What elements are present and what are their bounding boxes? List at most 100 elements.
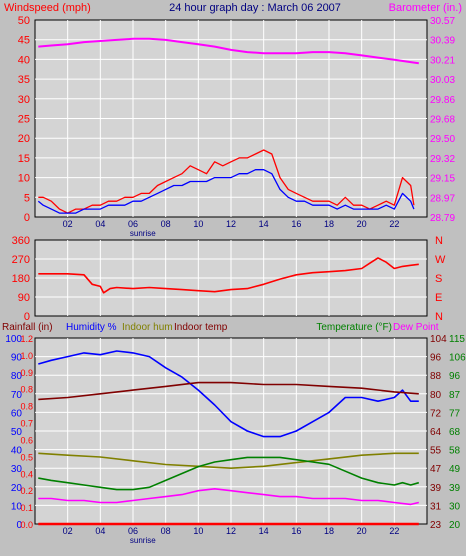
x-tick-label-1: 18 [324,219,334,229]
rainfall-tick-label: 1.0 [20,351,33,361]
temperature-tick-label: 96 [430,353,442,364]
x-tick-label-3: 14 [259,526,269,536]
humidity-tick-label: 80 [11,371,23,382]
x-tick-label-1: 14 [259,219,269,229]
rainfall-tick-label: 0.5 [20,452,33,462]
dew-point-tick-label: 68 [449,427,461,438]
wind-tick-label: 5 [24,192,30,204]
direction-tick-label: 180 [12,273,30,285]
graph-title: 24 hour graph day : March 06 2007 [169,2,341,14]
humidity-tick-label: 70 [11,390,23,401]
direction-tick-label: 360 [12,235,30,247]
barometer-line [38,37,419,65]
temperature-tick-label: 72 [430,408,442,419]
compass-letter-label: W [435,254,446,266]
barometer-tick-label: 29.68 [430,115,455,126]
dew-point-tick-label: 106 [449,353,466,364]
dew-point-line [38,487,419,506]
temperature-line [38,456,420,491]
humidity-tick-label: 100 [5,334,22,345]
rainfall-tick-label: 0.8 [20,402,33,412]
humidity-tick-label: 60 [11,408,23,419]
rainfall-tick-label: 0.7 [20,419,33,429]
sunrise-marker-label: sunrise [130,536,156,545]
x-tick-label-3: 22 [389,526,399,536]
direction-tick-label: 0 [24,311,30,323]
wind-tick-label: 20 [18,133,30,145]
barometer-tick-label: 30.21 [430,55,455,66]
indoor-humidity-line [38,452,419,470]
x-tick-label-1: 16 [291,219,301,229]
rainfall-tick-label: 0.0 [20,520,33,530]
wind-axis-title: Windspeed (mph) [4,2,91,14]
temperature-tick-label: 31 [430,501,442,512]
wind-speed-line [37,169,415,214]
indoor-temp-line [38,381,419,401]
rainfall-tick-label: 0.1 [20,503,33,513]
temperature-tick-label: 39 [430,483,442,494]
dew-point-tick-label: 39 [449,483,461,494]
wind-direction-line [38,257,419,294]
temperature-tick-label: 88 [430,371,442,382]
compass-letter-label: N [435,235,443,247]
wind-tick-label: 30 [18,94,30,106]
barometer-tick-label: 29.86 [430,95,455,106]
direction-tick-label: 270 [12,254,30,266]
x-tick-label-1: 10 [193,219,203,229]
dew-point-tick-label: 77 [449,408,461,419]
humidity-tick-label: 30 [11,464,23,475]
rainfall-tick-label: 0.4 [20,469,33,479]
x-tick-label-3: 18 [324,526,334,536]
rainfall-tick-label: 1.2 [20,334,33,344]
barometer-tick-label: 30.03 [430,75,455,86]
humidity-tick-label: 50 [11,427,23,438]
barometer-tick-label: 28.79 [430,213,455,224]
wind-tick-label: 25 [18,114,30,126]
temperature-axis-title: Temperature (°F) [316,322,392,333]
x-tick-label-1: 02 [63,219,73,229]
wind-tick-label: 0 [24,212,30,224]
x-tick-label-3: 10 [193,526,203,536]
compass-letter-label: N [435,311,443,323]
x-tick-label-1: 20 [357,219,367,229]
barometer-tick-label: 30.39 [430,36,455,47]
x-tick-label-3: 06 [128,526,138,536]
barometer-axis-title: Barometer (in.) [389,2,462,14]
humidity-tick-label: 90 [11,353,23,364]
compass-letter-label: S [435,273,442,285]
wind-tick-label: 40 [18,54,30,66]
temperature-tick-label: 104 [430,334,447,345]
wind-tick-label: 10 [18,173,30,185]
barometer-tick-label: 29.15 [430,174,455,185]
humidity-tick-label: 40 [11,446,23,457]
x-tick-label-3: 12 [226,526,236,536]
wind-tick-label: 50 [18,15,30,27]
temperature-tick-label: 47 [430,464,442,475]
x-tick-label-1: 04 [95,219,105,229]
x-tick-label-1: 06 [128,219,138,229]
humidity-tick-label: 20 [11,483,23,494]
humidity-tick-label: 0 [16,520,22,531]
x-tick-label-1: 12 [226,219,236,229]
humidity-line [38,350,419,438]
x-tick-label-3: 08 [161,526,171,536]
sunrise-marker-label: sunrise [130,229,156,238]
rainfall-tick-label: 0.8 [20,385,33,395]
temperature-tick-label: 55 [430,446,442,457]
rainfall-tick-label: 0.2 [20,486,33,496]
wind-tick-label: 35 [18,74,30,86]
wind-tick-label: 15 [18,153,30,165]
x-tick-label-3: 02 [63,526,73,536]
x-tick-label-1: 08 [161,219,171,229]
direction-tick-label: 90 [18,292,30,304]
humidity-tick-label: 10 [11,501,23,512]
dew-point-tick-label: 96 [449,371,461,382]
indoor-hum-label: Indoor hum [122,322,173,333]
dew-point-tick-label: 30 [449,501,461,512]
x-tick-label-3: 16 [291,526,301,536]
x-tick-label-3: 04 [95,526,105,536]
barometer-tick-label: 28.97 [430,193,455,204]
dew-point-axis-title: Dew Point [393,322,439,333]
